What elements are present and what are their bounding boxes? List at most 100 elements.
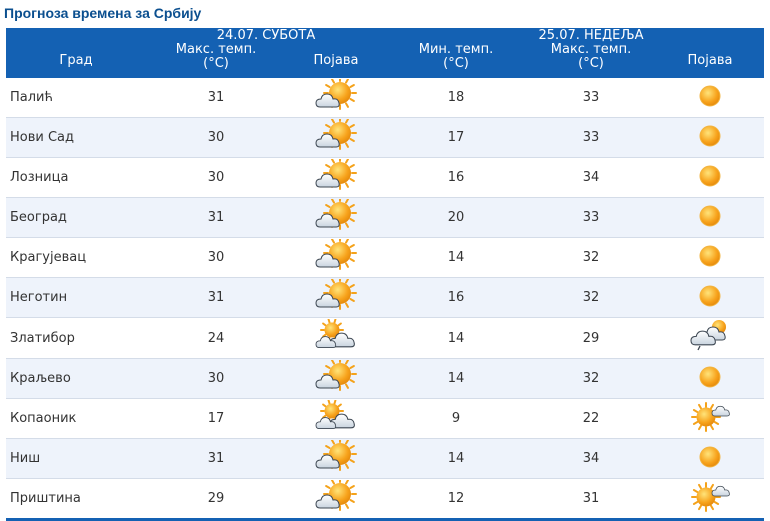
sun-behind-cloud-icon bbox=[314, 235, 358, 277]
col-day2-max-header: Макс. темп. (°C) bbox=[526, 43, 656, 78]
day1-weather-cell bbox=[286, 275, 386, 318]
day1-max-temp: 24 bbox=[146, 317, 286, 359]
city-name: Краљево bbox=[6, 358, 146, 399]
day1-weather-cell bbox=[286, 155, 386, 198]
day1-max-temp: 17 bbox=[146, 398, 286, 439]
header-spacer bbox=[656, 28, 764, 43]
day1-max-temp: 30 bbox=[146, 237, 286, 278]
day1-max-temp: 31 bbox=[146, 438, 286, 479]
day2-weather-cell bbox=[656, 438, 764, 479]
col-day2-min-unit: (°C) bbox=[443, 56, 469, 71]
sun-icon bbox=[695, 121, 725, 155]
table-row: Београд 31 20 33 bbox=[6, 195, 764, 238]
city-name: Лозница bbox=[6, 157, 146, 198]
day2-weather-cell bbox=[656, 358, 764, 399]
day2-weather-cell bbox=[656, 117, 764, 158]
city-name: Београд bbox=[6, 197, 146, 238]
day1-max-temp: 31 bbox=[146, 277, 286, 318]
day2-min-temp: 9 bbox=[386, 398, 526, 439]
city-name: Нови Сад bbox=[6, 117, 146, 158]
day2-max-temp: 33 bbox=[526, 117, 656, 158]
day2-max-temp: 34 bbox=[526, 438, 656, 479]
table-body: Палић 31 18 33 Нови Сад 30 17 33 Лозница… bbox=[6, 75, 764, 521]
col-day1-max-header: Макс. темп. (°C) bbox=[146, 43, 286, 78]
sun-icon bbox=[695, 161, 725, 195]
table-row: Крагујевац 30 14 32 bbox=[6, 235, 764, 278]
day2-weather-cell bbox=[656, 237, 764, 278]
day-header-row: 24.07. СУБОТА 25.07. НЕДЕЉА bbox=[6, 28, 764, 43]
day2-min-temp: 18 bbox=[386, 78, 526, 118]
col-day2-min-header: Мин. темп. (°C) bbox=[386, 43, 526, 78]
day2-min-temp: 17 bbox=[386, 117, 526, 158]
sun-icon bbox=[695, 281, 725, 315]
day1-weather-cell bbox=[286, 436, 386, 479]
day2-min-temp: 16 bbox=[386, 157, 526, 198]
clouds-with-sun-icon bbox=[314, 318, 358, 357]
day2-weather-cell bbox=[656, 317, 764, 359]
day1-max-temp: 30 bbox=[146, 117, 286, 158]
day2-max-temp: 32 bbox=[526, 237, 656, 278]
sun-with-cloud-icon bbox=[688, 480, 732, 518]
day2-min-temp: 16 bbox=[386, 277, 526, 318]
day1-weather-cell bbox=[286, 235, 386, 278]
sun-behind-cloud-icon bbox=[314, 75, 358, 117]
city-name: Приштина bbox=[6, 478, 146, 521]
column-header-row: Град Макс. темп. (°C) Појава Мин. темп. … bbox=[6, 43, 764, 78]
day2-weather-cell bbox=[656, 78, 764, 118]
table-row: Нови Сад 30 17 33 bbox=[6, 115, 764, 158]
day2-max-temp: 31 bbox=[526, 478, 656, 521]
clouds-with-sun-icon bbox=[314, 399, 358, 438]
city-name: Палић bbox=[6, 78, 146, 118]
day1-header: 24.07. СУБОТА bbox=[146, 28, 386, 43]
table-row: Палић 31 18 33 bbox=[6, 75, 764, 118]
day1-max-temp: 29 bbox=[146, 478, 286, 521]
sun-icon bbox=[695, 442, 725, 476]
sun-icon bbox=[695, 81, 725, 115]
table-row: Краљево 30 14 32 bbox=[6, 356, 764, 399]
day2-weather-cell bbox=[656, 277, 764, 318]
sun-behind-cloud-icon bbox=[314, 155, 358, 197]
day2-weather-cell bbox=[656, 478, 764, 521]
day2-weather-cell bbox=[656, 398, 764, 439]
cloud-with-rain-icon bbox=[688, 318, 732, 358]
day1-max-temp: 31 bbox=[146, 78, 286, 118]
col-day1-max-label: Макс. темп. bbox=[175, 42, 257, 57]
day2-min-temp: 14 bbox=[386, 358, 526, 399]
col-city-header: Град bbox=[6, 43, 146, 78]
sun-with-cloud-icon bbox=[688, 400, 732, 438]
day2-max-temp: 33 bbox=[526, 197, 656, 238]
sun-icon bbox=[695, 362, 725, 396]
day2-max-temp: 34 bbox=[526, 157, 656, 198]
col-day2-max-unit: (°C) bbox=[578, 56, 604, 71]
city-name: Ниш bbox=[6, 438, 146, 479]
sun-behind-cloud-icon bbox=[314, 356, 358, 398]
sun-behind-cloud-icon bbox=[314, 436, 358, 478]
sun-icon bbox=[695, 241, 725, 275]
day2-max-temp: 22 bbox=[526, 398, 656, 439]
day1-weather-cell bbox=[286, 398, 386, 439]
day2-max-temp: 32 bbox=[526, 358, 656, 399]
col-day2-max-label: Макс. темп. bbox=[550, 42, 632, 57]
city-name: Златибор bbox=[6, 317, 146, 359]
forecast-table: 24.07. СУБОТА 25.07. НЕДЕЉА Град Макс. т… bbox=[6, 28, 764, 521]
day1-weather-cell bbox=[286, 195, 386, 238]
page-title: Прогноза времена за Србију bbox=[4, 5, 202, 21]
day2-header: 25.07. НЕДЕЉА bbox=[526, 28, 656, 43]
day2-max-temp: 33 bbox=[526, 78, 656, 118]
day2-min-temp: 12 bbox=[386, 478, 526, 521]
day2-min-temp: 20 bbox=[386, 197, 526, 238]
day2-min-temp: 14 bbox=[386, 317, 526, 359]
col-day1-max-unit: (°C) bbox=[203, 56, 229, 71]
sun-behind-cloud-icon bbox=[314, 476, 358, 518]
col-day2-min-label: Мин. темп. bbox=[418, 42, 494, 57]
day2-max-temp: 32 bbox=[526, 277, 656, 318]
col-day1-icon-header: Појава bbox=[286, 43, 386, 78]
table-row: Приштина 29 12 31 bbox=[6, 476, 764, 521]
sun-icon bbox=[695, 201, 725, 235]
day1-weather-cell bbox=[286, 317, 386, 359]
day2-min-temp: 14 bbox=[386, 237, 526, 278]
day2-weather-cell bbox=[656, 157, 764, 198]
sun-behind-cloud-icon bbox=[314, 275, 358, 317]
day1-weather-cell bbox=[286, 75, 386, 118]
day2-min-temp: 14 bbox=[386, 438, 526, 479]
